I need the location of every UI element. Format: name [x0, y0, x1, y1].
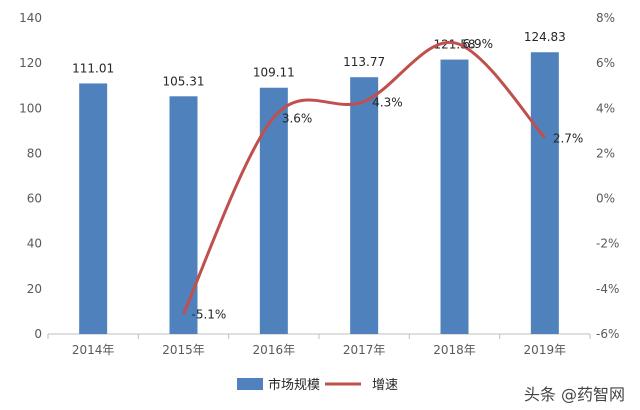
- y-left-tick-label: 60: [27, 192, 42, 206]
- watermark-text: 头条 @药智网: [524, 385, 625, 404]
- x-tick-label: 2016年: [253, 343, 296, 357]
- line-data-labels: -5.1% 3.6% 4.3% 6.9% 2.7%: [192, 37, 584, 322]
- y-right-tick-label: 0%: [596, 192, 615, 206]
- bar-data-label: 109.11: [253, 66, 295, 80]
- y-right-tick-label: -4%: [596, 282, 619, 296]
- bar-data-label: 111.01: [72, 61, 114, 75]
- x-tick-label: 2015年: [162, 343, 205, 357]
- bar: [79, 83, 108, 334]
- y-left-tick-label: 140: [19, 11, 42, 25]
- line-data-label: 4.3%: [372, 96, 403, 110]
- bar-data-label: 113.77: [343, 55, 385, 69]
- growth-line: [182, 40, 546, 315]
- legend-label-bar: 市场规模: [268, 377, 320, 393]
- x-tick-label: 2017年: [343, 343, 386, 357]
- y-axis-left: 0 20 40 60 80 100 120 140: [19, 11, 42, 341]
- y-right-tick-label: -2%: [596, 237, 619, 251]
- bar-data-label: 105.31: [163, 74, 205, 88]
- watermark: 头条 @药智网: [524, 385, 625, 404]
- y-right-tick-label: 2%: [596, 146, 615, 160]
- x-tick-label: 2014年: [72, 343, 115, 357]
- y-left-tick-label: 100: [19, 101, 42, 115]
- y-left-tick-label: 20: [27, 282, 42, 296]
- legend-label-line: 增速: [372, 378, 398, 393]
- line-data-label: 6.9%: [463, 37, 494, 51]
- x-axis: 2014年 2015年 2016年 2017年 2018年 2019年: [47, 333, 591, 357]
- y-right-tick-label: -6%: [596, 327, 619, 341]
- y-left-tick-label: 40: [27, 237, 42, 251]
- line-series: [182, 40, 546, 315]
- legend-swatch-bar: [237, 378, 263, 390]
- x-tick-label: 2018年: [433, 343, 476, 357]
- y-left-tick-label: 120: [19, 56, 42, 70]
- bar-series: [79, 52, 559, 335]
- bar: [350, 77, 379, 334]
- y-left-tick-label: 80: [27, 146, 42, 160]
- legend: 市场规模 增速: [237, 377, 398, 393]
- line-data-label: 3.6%: [282, 111, 313, 125]
- bar: [169, 96, 198, 334]
- line-data-label: -5.1%: [192, 308, 227, 322]
- x-tick-label: 2019年: [524, 343, 567, 357]
- bar: [530, 52, 559, 335]
- y-axis-right: -6% -4% -2% 0% 2% 4% 6% 8%: [596, 11, 619, 341]
- bar-data-label: 124.83: [524, 30, 566, 44]
- y-right-tick-label: 4%: [596, 101, 615, 115]
- bar: [440, 59, 469, 335]
- y-left-tick-label: 0: [34, 327, 42, 341]
- line-data-label: 2.7%: [553, 132, 584, 146]
- y-right-tick-label: 6%: [596, 56, 615, 70]
- y-right-tick-label: 8%: [596, 11, 615, 25]
